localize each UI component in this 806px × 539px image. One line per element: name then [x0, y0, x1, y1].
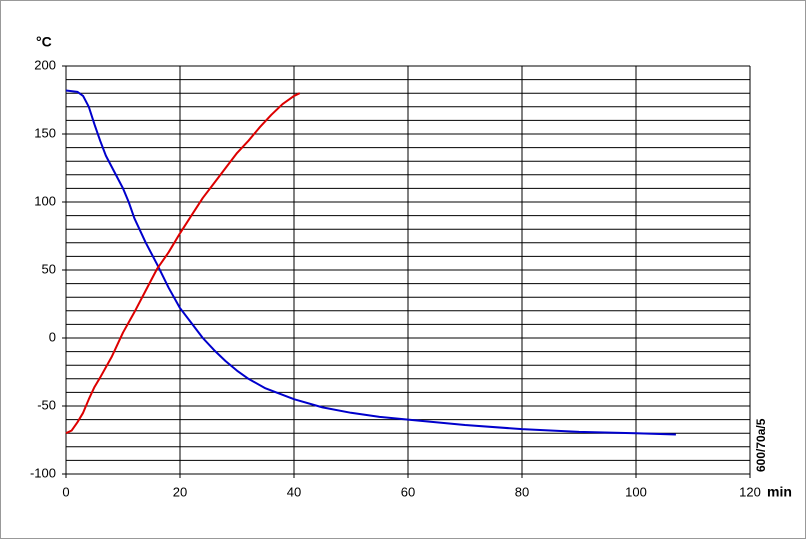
x-axis-label: min — [767, 484, 792, 500]
x-tick-label: 20 — [173, 484, 187, 499]
data-line — [65, 89, 676, 436]
y-tick-label: 0 — [49, 329, 56, 344]
x-tick-label: 60 — [401, 484, 415, 499]
data-line — [65, 92, 301, 435]
annotation: 600/70a/5 — [754, 418, 768, 472]
y-tick-label: 100 — [34, 193, 56, 208]
y-tick-label: -50 — [37, 397, 56, 412]
y-axis-label: °C — [36, 34, 52, 50]
x-tick-label: 120 — [739, 484, 761, 499]
y-tick-label: -100 — [30, 465, 56, 480]
y-tick-label: 150 — [34, 125, 56, 140]
x-tick-label: 100 — [625, 484, 647, 499]
x-tick-label: 80 — [515, 484, 529, 499]
x-tick-label: 0 — [62, 484, 69, 499]
y-tick-label: 200 — [34, 57, 56, 72]
y-tick-label: 50 — [42, 261, 56, 276]
x-tick-label: 40 — [287, 484, 301, 499]
